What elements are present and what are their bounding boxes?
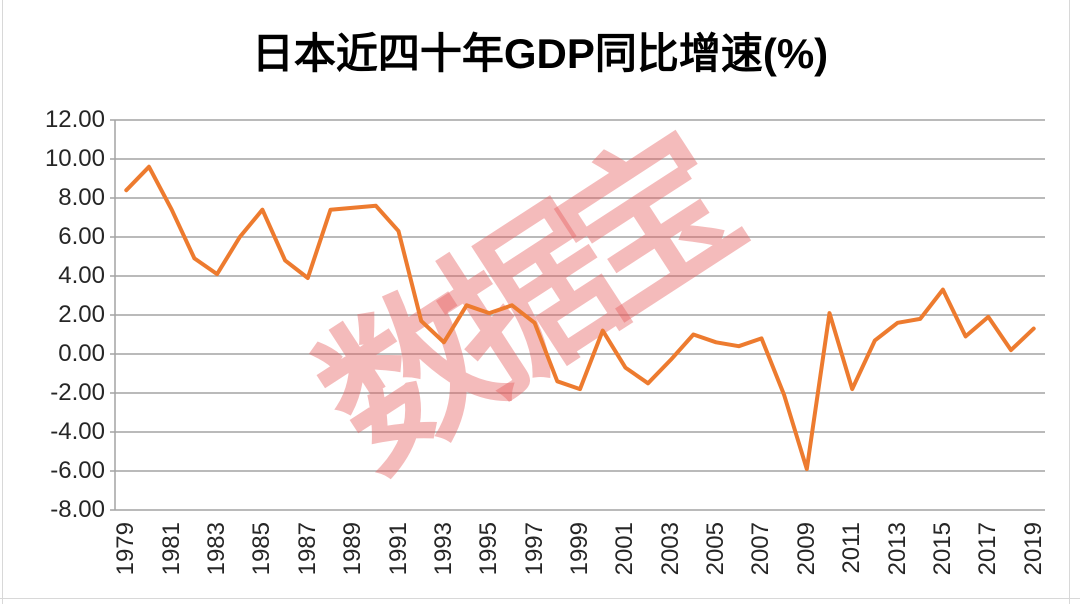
image-right-border [1069, 0, 1070, 604]
x-axis-tick-label: 1993 [429, 522, 457, 576]
x-axis-tick-label: 2005 [702, 522, 730, 576]
y-axis-tick-label: 2.00 [58, 301, 105, 328]
y-axis-tick-label: 12.00 [44, 106, 105, 133]
y-axis-tick-label: 6.00 [58, 223, 105, 250]
x-axis-tick-label: 1997 [520, 522, 548, 576]
gdp-growth-line [124, 164, 1036, 472]
x-axis-tick-label: 2003 [656, 522, 684, 576]
x-axis-tick-label: 2013 [883, 522, 911, 576]
x-axis-tick-label: 1995 [475, 522, 503, 576]
x-axis-tick-label: 1979 [112, 522, 140, 576]
x-axis-tick-label: 2017 [974, 522, 1002, 576]
y-axis-tick-label: 8.00 [58, 184, 105, 211]
x-axis-tick-label: 1981 [157, 522, 185, 576]
y-axis-tick-label: 10.00 [44, 145, 105, 172]
y-axis-tick-label: -2.00 [50, 379, 105, 406]
x-axis-tick-label: 1989 [339, 522, 367, 576]
y-axis-tick-label: 4.00 [58, 262, 105, 289]
x-axis-tick-label: 2007 [747, 522, 775, 576]
y-axis-tick-label: -8.00 [50, 496, 105, 523]
y-axis-tick-label: 0.00 [58, 340, 105, 367]
x-axis-tick-label: 1985 [248, 522, 276, 576]
x-axis-tick-label: 2015 [928, 522, 956, 576]
x-axis-tick-label: 2019 [1019, 522, 1047, 576]
x-axis-tick-label: 2001 [611, 522, 639, 576]
x-axis-tick-label: 1999 [566, 522, 593, 576]
x-axis-tick-label: 1983 [203, 522, 231, 576]
x-axis-tick-label: 2011 [838, 522, 866, 574]
image-left-border [2, 0, 3, 604]
chart-title: 日本近四十年GDP同比增速(%) [251, 30, 829, 77]
y-axis-tick-label: -6.00 [50, 457, 105, 484]
image-bottom-border [0, 598, 1080, 599]
y-axis-tick-label: -4.00 [50, 418, 105, 445]
x-axis-tick-label: 1991 [384, 522, 412, 576]
x-axis-tick-label: 2009 [792, 522, 820, 576]
x-axis-tick-label: 1987 [293, 522, 321, 576]
